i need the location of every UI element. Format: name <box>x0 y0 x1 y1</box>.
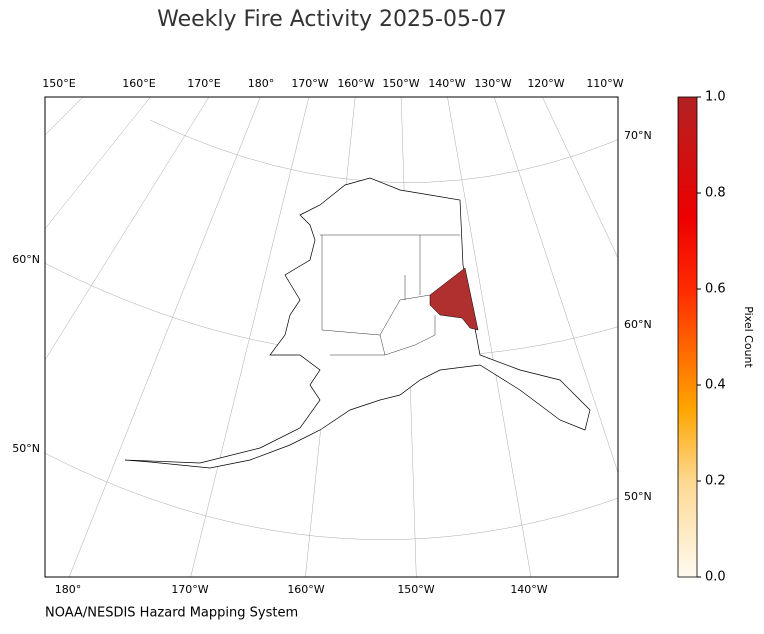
footer: NOAA/NESDIS Hazard Mapping System <box>45 606 298 621</box>
right-lat-label: 60°N <box>624 318 652 331</box>
colorbar-tick-label: 1.0 <box>705 90 726 105</box>
top-lon-label: 120°W <box>527 77 564 90</box>
colorbar-tick-label: 0.2 <box>705 474 726 489</box>
top-lon-label: 160°E <box>122 77 155 90</box>
alaska <box>124 177 591 469</box>
colorbar-tick-label: 0.4 <box>705 378 726 393</box>
top-lon-label: 180° <box>248 77 275 90</box>
top-lon-label: 140°W <box>428 77 465 90</box>
top-lon-label: 150°E <box>42 77 75 90</box>
top-lon-label: 170°E <box>187 77 220 90</box>
bottom-lon-label: 180° <box>55 583 82 596</box>
top-lon-label: 110°W <box>586 77 623 90</box>
right-lat-label: 50°N <box>624 490 652 503</box>
bottom-lon-label: 160°W <box>287 583 324 596</box>
top-lon-label: 170°W <box>291 77 328 90</box>
colorbar-tick-label: 0.6 <box>705 282 726 297</box>
bottom-lon-label: 140°W <box>510 583 547 596</box>
bottom-lon-label: 150°W <box>397 583 434 596</box>
top-lon-label: 160°W <box>337 77 374 90</box>
colorbar <box>677 96 698 578</box>
right-lat-label: 70°N <box>624 129 652 142</box>
borough-lines <box>320 234 460 356</box>
top-lon-label: 130°W <box>474 77 511 90</box>
title: Weekly Fire Activity 2025-05-07 <box>157 7 507 32</box>
left-lat-label: 50°N <box>12 442 40 455</box>
bottom-lon-label: 170°W <box>171 583 208 596</box>
left-lat-label: 60°N <box>12 253 40 266</box>
state-outline <box>124 177 591 469</box>
colorbar-label: Pixel Count <box>742 306 755 368</box>
map-frame <box>44 96 619 578</box>
fire-region <box>429 267 479 331</box>
colorbar-tick-label: 0.8 <box>705 186 726 201</box>
colorbar-tick-label: 0.0 <box>705 570 726 585</box>
top-lon-label: 150°W <box>382 77 419 90</box>
